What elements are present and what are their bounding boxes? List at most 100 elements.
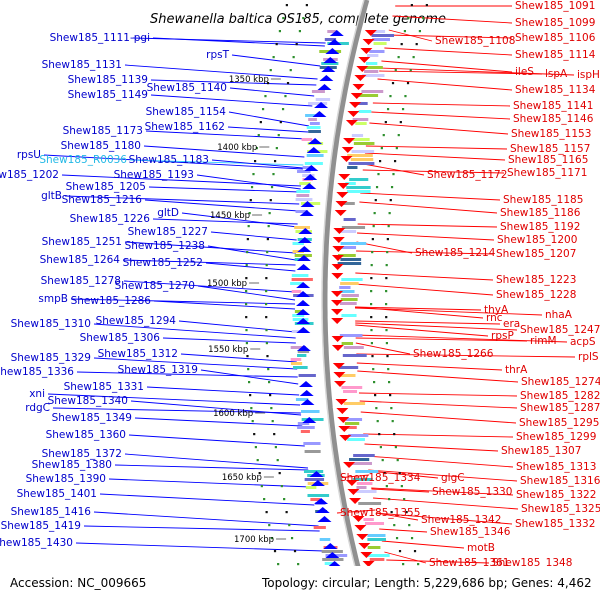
feature-block — [340, 374, 356, 377]
feature-block — [293, 366, 308, 369]
reverse-gene-arrow — [356, 534, 369, 540]
feature-block — [352, 478, 373, 481]
left-leader-line — [124, 64, 318, 80]
left-gene-label: Shew185_1216 — [62, 194, 143, 206]
feature-block — [292, 318, 309, 321]
feature-block — [369, 50, 385, 53]
right-gene-label: nhaA — [545, 309, 573, 321]
forward-gene-arrow — [323, 543, 338, 549]
feature-block — [322, 558, 344, 561]
left-gene-label: Shew185_1139 — [68, 74, 148, 86]
reverse-gene-arrow — [334, 210, 347, 216]
right-leader-line — [379, 70, 543, 75]
left-leader-line — [200, 369, 299, 385]
guide-dot — [385, 290, 388, 293]
kbp-tick-label: 1500 kbp — [207, 279, 247, 289]
reverse-gene-arrow — [349, 498, 362, 504]
right-gene-label: Shew185_1091 — [515, 0, 595, 12]
guide-dot — [400, 43, 403, 46]
right-gene-label: Shew185_1295 — [519, 417, 599, 429]
feature-block — [341, 314, 357, 317]
right-leader-line — [379, 528, 428, 533]
right-leader-line — [373, 497, 519, 510]
feature-block — [340, 242, 367, 245]
right-leader-line — [357, 223, 498, 228]
guide-dot — [253, 433, 256, 436]
left-gene-label: Shew185_1205 — [66, 181, 146, 193]
feature-block — [297, 170, 311, 173]
right-gene-label: rnc — [486, 312, 503, 324]
right-leader-line — [365, 145, 508, 150]
feature-block — [324, 38, 337, 41]
right-leader-line — [381, 60, 513, 73]
guide-dot — [399, 121, 402, 124]
right-leader-line — [379, 67, 575, 76]
guide-dot — [390, 511, 393, 514]
feature-block — [340, 258, 362, 261]
feature-block — [358, 94, 379, 97]
right-gene-label: Shew185_1274 — [521, 376, 600, 388]
forward-gene-arrow — [302, 417, 317, 423]
forward-gene-arrow — [296, 327, 311, 333]
right-gene-label: Shew185_1146 — [513, 113, 594, 125]
left-leader-line — [93, 357, 298, 370]
guide-dot — [384, 121, 387, 124]
feature-block — [292, 242, 304, 245]
guide-dot — [373, 212, 376, 215]
feature-block — [343, 390, 358, 393]
reverse-gene-arrow — [349, 102, 362, 108]
guide-dot — [265, 264, 268, 267]
left-leader-line — [146, 386, 300, 396]
right-gene-label: Shew185_1223 — [496, 274, 576, 286]
guide-dot — [374, 394, 377, 397]
guide-dot — [371, 238, 374, 241]
reverse-gene-arrow — [331, 318, 344, 324]
left-leader-line — [129, 159, 304, 166]
forward-gene-arrow — [306, 147, 321, 153]
reverse-gene-arrow — [356, 66, 369, 72]
feature-block — [339, 286, 351, 289]
reverse-gene-arrow — [347, 111, 360, 117]
guide-dot — [257, 134, 260, 137]
guide-dot — [247, 368, 250, 371]
forward-gene-arrow — [296, 291, 311, 297]
left-leader-line — [83, 525, 320, 532]
right-leader-line — [360, 411, 517, 424]
right-leader-line — [369, 122, 509, 135]
feature-block — [291, 278, 313, 281]
kbp-tick-label: 1600 kbp — [213, 409, 253, 419]
guide-dot — [245, 329, 248, 332]
feature-block — [367, 546, 381, 549]
left-gene-label: Shew185_1149 — [68, 89, 148, 101]
feature-block — [343, 218, 356, 221]
forward-gene-arrow — [296, 255, 311, 261]
guide-dot — [383, 472, 386, 475]
left-leader-line — [211, 159, 304, 169]
forward-gene-arrow — [298, 228, 313, 234]
guide-dot — [382, 134, 385, 137]
reverse-gene-arrow — [337, 183, 350, 189]
feature-block — [300, 430, 310, 433]
left-leader-line — [207, 245, 296, 261]
feature-block — [361, 90, 384, 93]
reverse-gene-arrow — [338, 174, 351, 180]
guide-dot — [274, 446, 277, 449]
feature-block — [308, 130, 321, 133]
feature-block — [305, 486, 317, 489]
right-leader-line — [364, 443, 499, 452]
guide-dot — [372, 225, 375, 228]
feature-block — [365, 62, 378, 65]
forward-gene-arrow — [299, 390, 314, 396]
guide-dot — [375, 186, 379, 189]
feature-block — [304, 450, 321, 453]
feature-block — [347, 154, 373, 157]
left-gene-label: Shew185_R0036 — [39, 154, 127, 166]
footer-background — [0, 566, 600, 600]
reverse-gene-arrow — [362, 561, 375, 567]
kbp-tick-label: 1650 kbp — [222, 473, 262, 483]
left-leader-line — [43, 154, 303, 170]
feature-block — [306, 154, 324, 157]
right-gene-label: Shew185_1266 — [413, 348, 494, 360]
feature-block — [304, 478, 325, 481]
right-gene-label: Shew185_1172 — [427, 169, 507, 181]
